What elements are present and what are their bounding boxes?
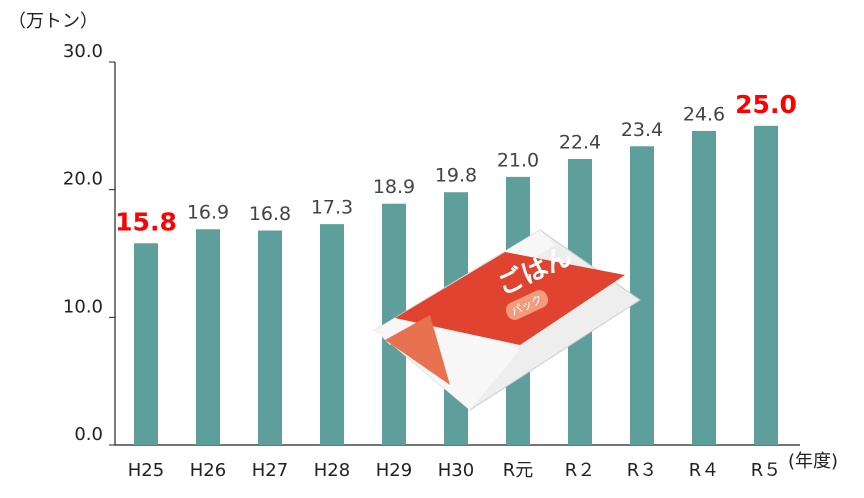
x-tick-label: H26 bbox=[190, 460, 226, 481]
bar bbox=[754, 126, 778, 445]
x-tick-label: H25 bbox=[128, 460, 164, 481]
x-unit-label: (年度) bbox=[788, 451, 838, 472]
rice-pack-illustration: ごはん パック bbox=[375, 230, 640, 410]
value-label: 21.0 bbox=[497, 149, 539, 171]
value-label: 15.8 bbox=[115, 207, 177, 236]
x-tick-label: R２ bbox=[565, 460, 596, 481]
bar bbox=[134, 243, 158, 445]
value-label: 18.9 bbox=[373, 176, 415, 198]
value-label: 17.3 bbox=[311, 197, 353, 219]
value-label: 19.8 bbox=[435, 165, 477, 187]
value-label: 24.6 bbox=[683, 103, 725, 125]
y-tick-label: 10.0 bbox=[63, 296, 103, 317]
bar bbox=[692, 131, 716, 445]
value-label: 25.0 bbox=[735, 90, 797, 119]
x-tick-label: H29 bbox=[376, 460, 412, 481]
y-tick-label: 30.0 bbox=[63, 41, 103, 62]
bar bbox=[320, 224, 344, 445]
x-tick-label: H27 bbox=[252, 460, 288, 481]
x-tick-label: R４ bbox=[689, 460, 720, 481]
x-tick-label: R３ bbox=[627, 460, 658, 481]
y-tick-label: 0.0 bbox=[74, 424, 103, 445]
x-tick-label: R元 bbox=[503, 460, 534, 481]
value-label: 16.8 bbox=[249, 203, 291, 225]
value-label: 16.9 bbox=[187, 202, 229, 224]
y-tick-label: 20.0 bbox=[63, 169, 103, 190]
x-tick-label: H30 bbox=[438, 460, 474, 481]
value-label: 22.4 bbox=[559, 132, 601, 154]
chart: （万トン） (年度) 0.0 10.0 20.0 30.0 H25 15.8 H26 16.9… bbox=[0, 0, 864, 498]
x-tick-label: R５ bbox=[751, 460, 782, 481]
y-unit-label: （万トン） bbox=[8, 11, 98, 32]
bar bbox=[258, 231, 282, 445]
x-tick-label: H28 bbox=[314, 460, 350, 481]
bar bbox=[196, 229, 220, 445]
value-label: 23.4 bbox=[621, 119, 663, 141]
